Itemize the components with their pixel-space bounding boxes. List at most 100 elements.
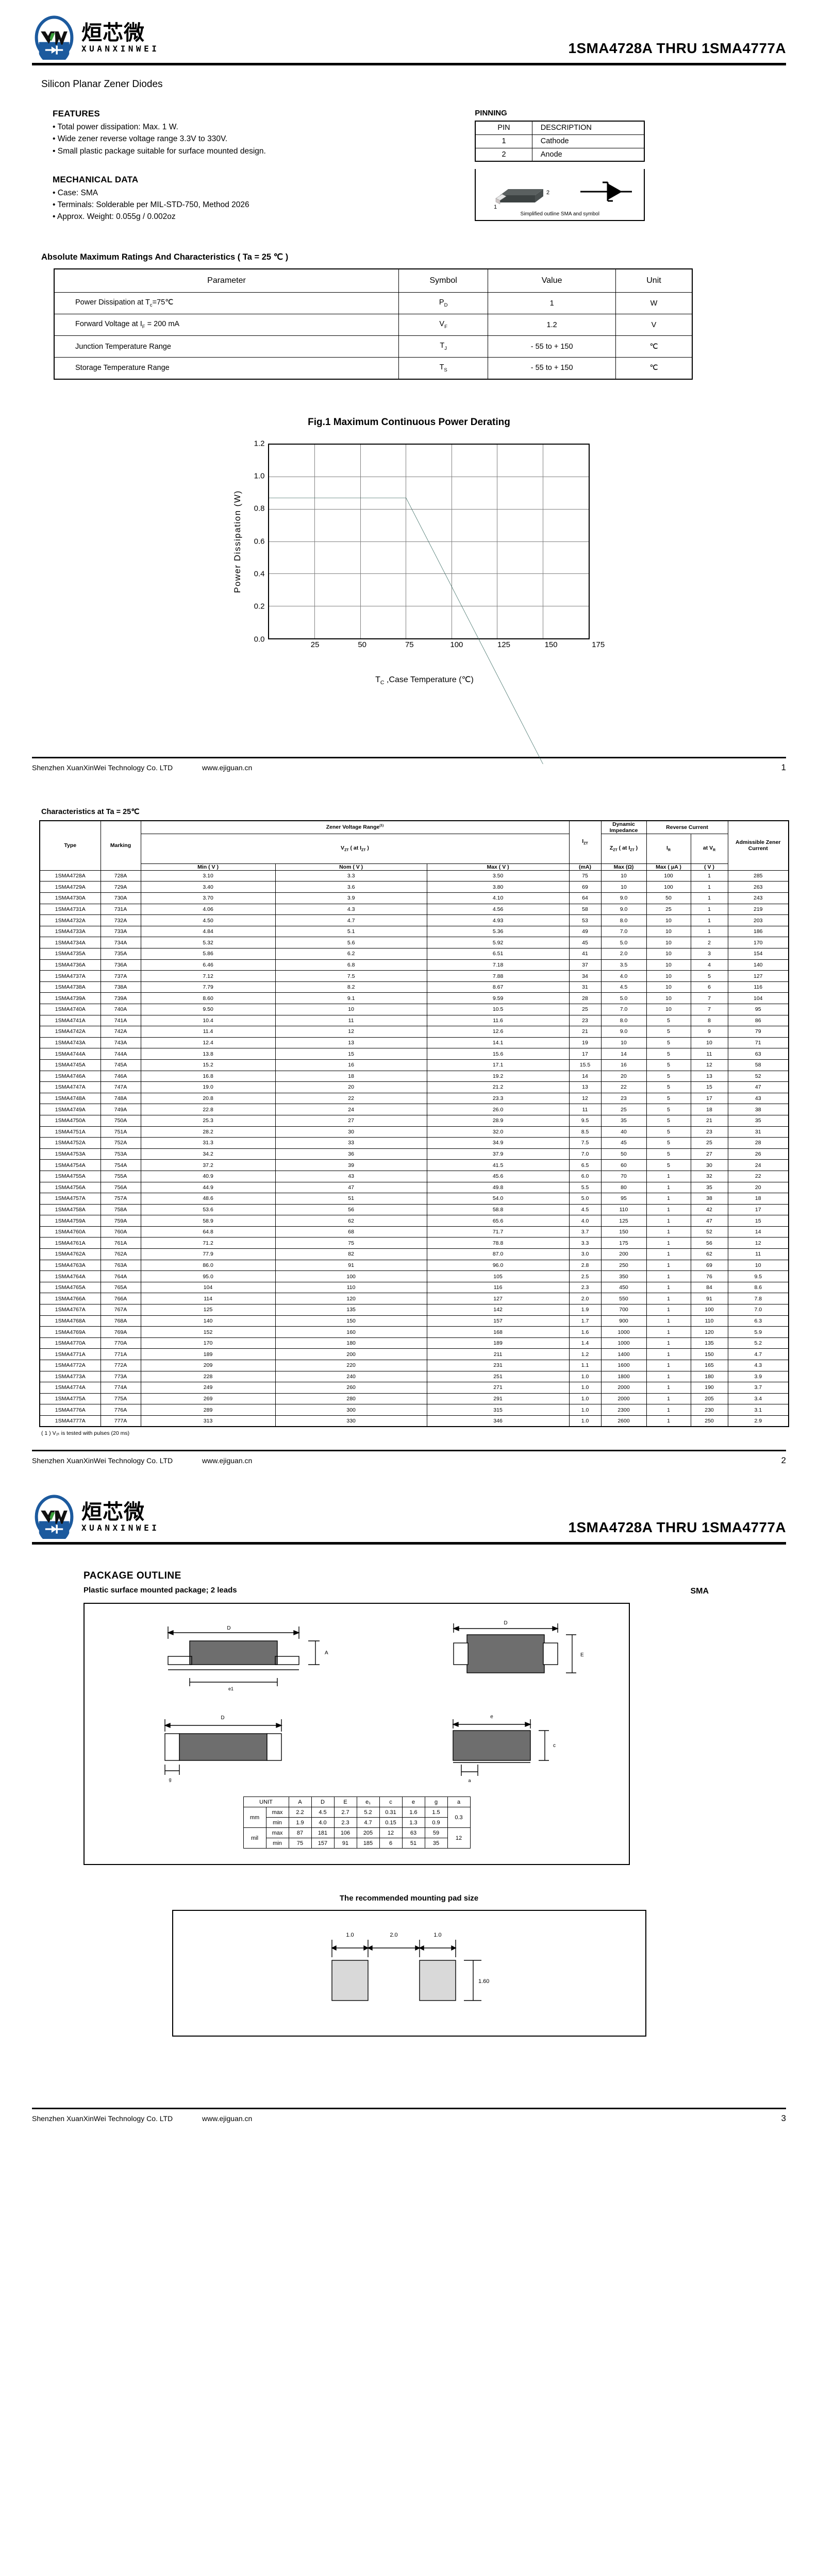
dims-value: 4.5: [311, 1807, 335, 1818]
chars-vzt-max: 4.10: [426, 892, 570, 904]
chars-vzt-min: 228: [140, 1370, 276, 1383]
chars-marking: 733A: [100, 925, 141, 938]
chars-vr: 13: [690, 1070, 728, 1082]
chars-vzt-min: 12.4: [140, 1037, 276, 1049]
chars-vr: 1: [690, 925, 728, 938]
pinning-col-pin: PIN: [475, 121, 532, 135]
chars-col-marking: Marking: [100, 820, 141, 871]
chars-vzt-max: 87.0: [426, 1248, 570, 1260]
footer-url[interactable]: www.ejiguan.cn: [202, 2114, 253, 2123]
chars-izm: 63: [727, 1048, 789, 1060]
chars-vzt-nom: 51: [275, 1193, 427, 1205]
ratings-col-symbol: Symbol: [398, 268, 489, 293]
page-3-footer: Shenzhen XuanXinWei Technology Co. LTD w…: [32, 2108, 786, 2124]
mounting-pad-box: 1.0 2.0 1.0 1.60: [172, 1910, 646, 2037]
chars-zzt-max: 1600: [600, 1360, 647, 1371]
chars-vzt-nom: 47: [275, 1181, 427, 1194]
chars-ir-max: 25: [646, 903, 691, 916]
chars-izm: 9.5: [727, 1270, 789, 1282]
table-row: 1SMA4776A 776A 289 300 315 1.0 2300 1 230 3.1: [39, 1404, 789, 1416]
chars-izm: 127: [727, 970, 789, 982]
chars-vzt-nom: 18: [275, 1070, 427, 1082]
chars-type: 1SMA4729A: [39, 881, 101, 893]
chars-vzt-max: 7.18: [426, 959, 570, 971]
footer-url[interactable]: www.ejiguan.cn: [202, 763, 253, 772]
dims-value: 2.2: [288, 1807, 312, 1818]
chars-izt: 1.1: [569, 1360, 602, 1371]
chart-y-tick-label: 0.2: [254, 602, 265, 611]
chars-ir-max: 5: [646, 1081, 691, 1093]
chars-izm: 5.2: [727, 1337, 789, 1349]
chars-zzt-max: 35: [600, 1114, 647, 1127]
chars-vr: 7: [690, 992, 728, 1004]
chars-vzt-nom: 82: [275, 1248, 427, 1260]
svg-text:a: a: [468, 1778, 471, 1783]
dims-minmax: min: [265, 1817, 289, 1828]
chars-vzt-max: 26.0: [426, 1104, 570, 1115]
chars-vzt-min: 31.3: [140, 1137, 276, 1149]
pinning-heading: PINNING: [475, 109, 507, 117]
chars-ir-max: 1: [646, 1270, 691, 1282]
table-row: 1SMA4763A 763A 86.0 91 96.0 2.8 250 1 69 10: [39, 1259, 789, 1272]
chars-zzt-max: 700: [600, 1304, 647, 1316]
chars-vzt-min: 7.12: [140, 970, 276, 982]
chars-zzt-max: 5.0: [600, 937, 647, 949]
chars-izt: 12: [569, 1092, 602, 1105]
dims-col-unit: UNIT: [243, 1797, 289, 1808]
chars-zzt-max: 10: [600, 870, 647, 882]
chars-vr: 120: [690, 1326, 728, 1338]
chars-type: 1SMA4768A: [39, 1315, 101, 1327]
chars-zzt-max: 175: [600, 1237, 647, 1249]
chars-marking: 732A: [100, 914, 141, 926]
chars-vr: 38: [690, 1193, 728, 1205]
chars-type: 1SMA4753A: [39, 1148, 101, 1160]
chars-zzt-max: 4.5: [600, 981, 647, 993]
dims-minmax: min: [265, 1838, 289, 1849]
company-logo: 烜芯微 XUANXINWEI: [32, 15, 159, 60]
chars-vzt-min: 95.0: [140, 1270, 276, 1282]
chars-vr: 180: [690, 1370, 728, 1383]
chars-vzt-min: 125: [140, 1304, 276, 1316]
table-row: 1SMA4758A 758A 53.6 56 58.8 4.5 110 1 42 17: [39, 1204, 789, 1216]
chars-col-at-vr: at VR: [690, 833, 728, 864]
chars-marking: 750A: [100, 1114, 141, 1127]
chars-izt: 3.0: [569, 1248, 602, 1260]
chars-zzt-max: 10: [600, 881, 647, 893]
chars-zzt-max: 23: [600, 1092, 647, 1105]
characteristics-title: Characteristics at Ta = 25℃: [41, 807, 140, 816]
chars-marking: 754A: [100, 1159, 141, 1171]
chars-zzt-max: 9.0: [600, 892, 647, 904]
chars-type: 1SMA4751A: [39, 1126, 101, 1138]
chars-vzt-min: 140: [140, 1315, 276, 1327]
chars-type: 1SMA4745A: [39, 1059, 101, 1071]
chars-type: 1SMA4766A: [39, 1293, 101, 1305]
table-row: 1SMA4732A 732A 4.50 4.7 4.93 53 8.0 10 1 203: [39, 914, 789, 926]
pin-number: 1: [475, 134, 532, 148]
rating-unit: W: [615, 292, 693, 314]
dims-minmax: max: [265, 1827, 289, 1839]
chars-vzt-min: 289: [140, 1404, 276, 1416]
page-2-footer: Shenzhen XuanXinWei Technology Co. LTD w…: [32, 1450, 786, 1466]
chars-vzt-nom: 7.5: [275, 970, 427, 982]
chars-col-ir: IR: [646, 833, 691, 864]
chars-izt: 21: [569, 1026, 602, 1038]
chars-izt: 53: [569, 914, 602, 926]
package-heading: PACKAGE OUTLINE: [84, 1570, 181, 1582]
chars-vzt-max: 45.6: [426, 1170, 570, 1182]
table-row: 1SMA4728A 728A 3.10 3.3 3.50 75 10 100 1 285: [39, 870, 789, 882]
chars-col-vzt: VZT ( at IZT ): [140, 833, 570, 864]
chars-ir-max: 1: [646, 1360, 691, 1371]
dims-col-g: g: [424, 1797, 448, 1808]
chars-vzt-nom: 3.9: [275, 892, 427, 904]
chars-izt: 5.5: [569, 1181, 602, 1194]
chars-vr: 3: [690, 948, 728, 960]
footer-url[interactable]: www.ejiguan.cn: [202, 1456, 253, 1465]
chars-vzt-min: 3.70: [140, 892, 276, 904]
chars-col-zener-voltage-range: Zener Voltage Range(1): [140, 820, 570, 834]
package-lead-detail-drawing: e c a: [452, 1714, 556, 1783]
chars-type: 1SMA4736A: [39, 959, 101, 971]
chars-ir-max: 5: [646, 1059, 691, 1071]
table-row: 1SMA4750A 750A 25.3 27 28.9 9.5 35 5 21 35: [39, 1114, 789, 1127]
dimension-table: UNIT A D E e₁ c e g a mm max 2.2 4.5 2.7 5.2 0…: [243, 1797, 471, 1849]
chars-vr: 76: [690, 1270, 728, 1282]
